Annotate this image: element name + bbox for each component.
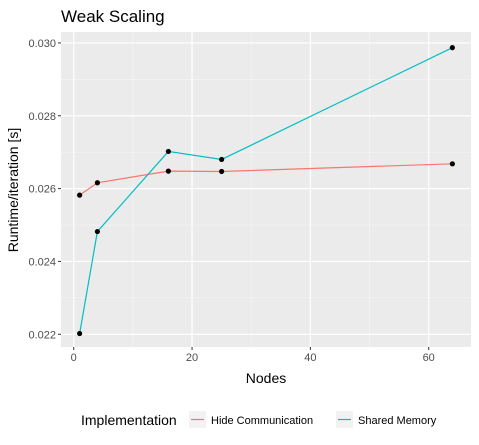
x-axis: 0 20 40 60 [71,347,435,364]
plot-panel [61,32,471,347]
grid-minor [61,32,471,347]
data-point [219,168,225,175]
legend: Implementation Hide Communication Shared … [81,411,437,428]
y-tick-label: 0.028 [28,111,56,123]
data-point [449,45,455,51]
data-point [165,168,171,174]
data-point [77,192,83,198]
x-tick-label: 40 [304,352,316,364]
y-axis: 0.022 0.024 0.026 0.028 0.030 [28,38,61,341]
data-point [165,148,171,155]
x-tick-label: 20 [186,352,198,364]
y-tick-label: 0.026 [28,184,56,196]
y-tick-label: 0.022 [28,329,56,341]
x-tick-label: 0 [71,352,77,364]
legend-label: Shared Memory [358,415,437,427]
data-point [94,180,100,186]
y-tick-label: 0.024 [28,256,56,268]
x-tick-label: 60 [423,352,435,364]
data-point [77,330,83,337]
series-points [77,45,455,337]
grid-major [61,32,471,347]
data-point [219,156,225,163]
data-point [94,228,100,235]
y-axis-title: Runtime/iteration [s] [5,128,21,253]
x-axis-title: Nodes [246,370,286,386]
data-point [449,161,455,167]
chart-title: Weak Scaling [61,7,165,26]
legend-label: Hide Communication [211,415,313,427]
y-tick-label: 0.030 [28,38,56,50]
legend-title: Implementation [81,412,177,428]
